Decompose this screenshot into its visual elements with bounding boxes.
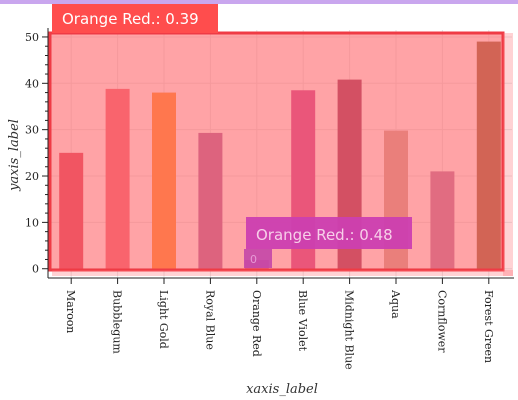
x-tick-label: Light Gold	[157, 290, 170, 349]
x-tick-label: Forest Green	[482, 290, 495, 363]
small-marker-label: 0	[250, 253, 257, 266]
x-tick-label: Blue Violet	[296, 290, 309, 352]
x-tick-label: Aqua	[389, 289, 402, 319]
highlight-border	[48, 31, 505, 272]
x-tick-label: Cornflower	[435, 290, 448, 353]
y-tick-label: 50	[25, 31, 39, 44]
annotation-label: Orange Red.: 0.39	[62, 10, 199, 28]
y-tick-label: 10	[25, 216, 39, 229]
annotation-box	[52, 4, 218, 33]
top-strip	[0, 0, 518, 4]
annotation-box	[246, 217, 412, 249]
x-tick-label: Bubblegum	[111, 290, 124, 354]
y-tick-label: 20	[25, 170, 39, 183]
x-tick-label: Maroon	[64, 290, 77, 333]
y-tick-label: 40	[25, 77, 39, 90]
annotations: Orange Red.: 0.39 Orange Red.: 0.48 0	[52, 4, 412, 268]
x-tick-labels: Maroon Bubblegum Light Gold Royal Blue Orang…	[64, 289, 495, 370]
highlight-spill-right	[503, 33, 513, 276]
highlight-spill-bottom	[52, 270, 513, 276]
axes	[42, 28, 514, 284]
y-tick-label: 0	[32, 263, 39, 276]
x-tick-label: Orange Red	[250, 290, 263, 357]
annotation-label: Orange Red.: 0.48	[256, 226, 393, 244]
y-tick-labels: 0 10 20 30 40 50	[25, 31, 39, 276]
x-axis-title: xaxis_label	[246, 382, 318, 397]
y-tick-label: 30	[25, 124, 39, 137]
x-tick-label: Royal Blue	[203, 290, 216, 350]
x-tick-label: Midnight Blue	[343, 290, 356, 370]
y-axis-title: yaxis_label	[7, 119, 22, 192]
small-marker-box	[244, 249, 272, 268]
